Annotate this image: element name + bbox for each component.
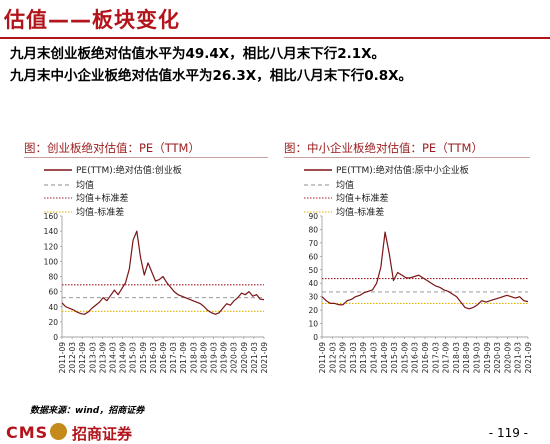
- y-tick-label: 100: [44, 257, 59, 266]
- legend-label-ref: 均值-标准差: [76, 206, 124, 218]
- chart-title-divider: [24, 157, 268, 158]
- y-tick-label: 80: [48, 273, 58, 282]
- x-tick-label: 2016-09: [159, 342, 168, 374]
- x-tick-label: 2015-09: [400, 342, 409, 374]
- x-tick-label: 2015-03: [390, 342, 399, 374]
- x-tick-label: 2021-03: [514, 342, 523, 374]
- x-tick-label: 2019-03: [473, 342, 482, 374]
- chart-title: 图：中小企业板绝对估值：PE（TTM）: [284, 141, 483, 155]
- y-tick-label: 80: [308, 225, 318, 234]
- y-tick-label: 90: [308, 212, 318, 221]
- legend-label-ref: 均值+标准差: [336, 192, 389, 204]
- y-tick-label: 70: [308, 239, 318, 248]
- y-tick-label: 160: [44, 212, 59, 221]
- source-note: 数据来源：wind，招商证券: [30, 406, 145, 416]
- x-tick-label: 2017-03: [431, 342, 440, 374]
- x-tick-label: 2020-09: [240, 342, 249, 374]
- y-tick-label: 20: [48, 318, 58, 327]
- x-tick-label: 2012-03: [328, 342, 337, 374]
- page-title: 估值——板块变化: [4, 8, 180, 32]
- legend-label-series: PE(TTM):绝对估值:原中小企业板: [336, 164, 469, 176]
- x-tick-label: 2021-09: [524, 342, 533, 374]
- x-tick-label: 2013-09: [359, 342, 368, 374]
- x-tick-label: 2013-03: [88, 342, 97, 374]
- y-tick-label: 60: [308, 252, 318, 261]
- x-tick-label: 2015-03: [129, 342, 138, 374]
- page-number: - 119 -: [488, 426, 528, 440]
- x-tick-label: 2014-03: [370, 342, 379, 374]
- x-tick-label: 2021-03: [250, 342, 259, 374]
- y-tick-label: 0: [53, 333, 58, 342]
- x-tick-label: 2019-09: [220, 342, 229, 374]
- legend-label-series: PE(TTM):绝对估值:创业板: [76, 164, 182, 176]
- x-tick-label: 2020-09: [503, 342, 512, 374]
- brand-name: 招商证券: [72, 425, 133, 443]
- x-tick-label: 2019-09: [483, 342, 492, 374]
- legend-label-ref: 均值+标准差: [76, 192, 129, 204]
- x-tick-label: 2015-09: [139, 342, 148, 374]
- x-tick-label: 2011-09: [318, 342, 327, 374]
- series-line: [61, 230, 265, 315]
- y-tick-label: 60: [48, 288, 58, 297]
- summary-line-2: 九月末中小企业板绝对估值水平为26.3X，相比八月末下行0.8X。: [10, 68, 413, 84]
- x-tick-label: 2014-03: [109, 342, 118, 374]
- y-tick-label: 30: [308, 293, 318, 302]
- y-tick-label: 40: [308, 279, 318, 288]
- brand-logo: CMS: [6, 423, 49, 442]
- x-tick-label: 2018-09: [199, 342, 208, 374]
- x-tick-label: 2014-09: [119, 342, 128, 374]
- x-tick-label: 2012-03: [68, 342, 77, 374]
- y-tick-label: 120: [44, 242, 59, 251]
- logo-emblem-icon: [50, 423, 67, 440]
- y-tick-label: 50: [308, 266, 318, 275]
- summary-line-1: 九月末创业板绝对估值水平为49.4X，相比八月末下行2.1X。: [10, 46, 386, 62]
- legend-label-ref: 均值: [336, 179, 354, 191]
- x-tick-label: 2018-03: [452, 342, 461, 374]
- y-tick-label: 140: [44, 227, 59, 236]
- x-tick-label: 2016-03: [411, 342, 420, 374]
- x-tick-label: 2013-09: [98, 342, 107, 374]
- footer: CMS 招商证券 - 119 -: [0, 420, 550, 444]
- title-divider: [0, 37, 550, 39]
- y-tick-label: 20: [308, 306, 318, 315]
- y-tick-label: 0: [313, 333, 318, 342]
- x-tick-label: 2021-09: [260, 342, 269, 374]
- x-tick-label: 2017-09: [442, 342, 451, 374]
- chart-title-divider: [284, 157, 530, 158]
- x-tick-label: 2016-09: [421, 342, 430, 374]
- x-tick-label: 2013-03: [349, 342, 358, 374]
- legend-label-ref: 均值: [76, 179, 94, 191]
- x-tick-label: 2018-09: [462, 342, 471, 374]
- x-tick-label: 2011-09: [58, 342, 67, 374]
- x-tick-label: 2018-03: [189, 342, 198, 374]
- x-tick-label: 2012-09: [78, 342, 87, 374]
- x-tick-label: 2017-09: [179, 342, 188, 374]
- x-tick-label: 2017-03: [169, 342, 178, 374]
- chart-title: 图：创业板绝对估值：PE（TTM）: [24, 141, 200, 155]
- y-tick-label: 40: [48, 303, 58, 312]
- x-tick-label: 2016-03: [149, 342, 158, 374]
- x-tick-label: 2020-03: [493, 342, 502, 374]
- series-line: [321, 231, 529, 310]
- x-tick-label: 2014-09: [380, 342, 389, 374]
- legend-label-ref: 均值-标准差: [336, 206, 384, 218]
- x-tick-label: 2012-09: [339, 342, 348, 374]
- x-tick-label: 2020-03: [230, 342, 239, 374]
- x-tick-label: 2019-03: [210, 342, 219, 374]
- y-tick-label: 10: [308, 320, 318, 329]
